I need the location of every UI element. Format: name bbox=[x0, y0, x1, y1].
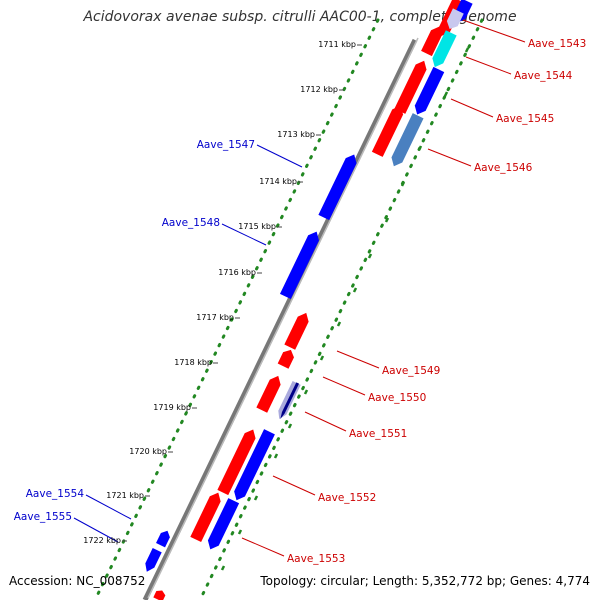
gene-arrow bbox=[318, 154, 357, 221]
gene-callout-lines bbox=[73, 19, 526, 557]
gc-tick bbox=[352, 287, 358, 293]
gene-label-aave-1545: Aave_1545 bbox=[496, 113, 554, 125]
gene-label-aave-1552: Aave_1552 bbox=[318, 492, 376, 504]
gene-arrow bbox=[394, 60, 427, 114]
gene-label-aave-1550: Aave_1550 bbox=[368, 392, 426, 404]
kbp-scale: 1711 kbp 1712 kbp 1713 kbp 1714 kbp 1715 kbp… bbox=[83, 40, 362, 545]
gene-labels: Aave_1543 Aave_1544 Aave_1545 Aave_1546 Aave… bbox=[14, 38, 587, 565]
gene-arrow bbox=[256, 375, 281, 413]
kbp-label: 1722 kbp bbox=[83, 536, 121, 545]
map-title: Acidovorax avenae subsp. citrulli AAC00-… bbox=[83, 9, 517, 25]
gc-tick bbox=[273, 453, 279, 459]
gene-arrow bbox=[446, 8, 464, 30]
gene-arrow bbox=[280, 382, 300, 420]
callout-line bbox=[462, 19, 526, 43]
gc-tick bbox=[443, 91, 449, 97]
gene-arrow bbox=[207, 498, 240, 550]
gene-arrow bbox=[277, 349, 294, 369]
callout-line bbox=[427, 148, 472, 167]
inner-dotted-track bbox=[198, 18, 484, 600]
gc-tick bbox=[417, 145, 423, 151]
gene-label-aave-1548: Aave_1548 bbox=[162, 217, 220, 229]
kbp-label: 1714 kbp bbox=[259, 177, 297, 186]
gene-arrow bbox=[156, 530, 170, 548]
callout-line bbox=[465, 56, 512, 75]
kbp-label: 1719 kbp bbox=[153, 403, 191, 412]
gene-label-aave-1551: Aave_1551 bbox=[349, 428, 407, 440]
gc-skew-dotted-tracks bbox=[93, 18, 484, 600]
gene-label-aave-1543: Aave_1543 bbox=[528, 38, 586, 50]
gc-tick bbox=[464, 47, 470, 53]
gc-tick bbox=[336, 321, 342, 327]
gc-tick bbox=[400, 181, 406, 187]
gc-tick bbox=[287, 423, 293, 429]
callout-line bbox=[221, 223, 267, 246]
gene-arrow bbox=[279, 231, 319, 300]
kbp-label: 1712 kbp bbox=[300, 85, 338, 94]
gene-arrow bbox=[153, 590, 166, 600]
callout-line bbox=[336, 350, 380, 369]
callout-line bbox=[450, 98, 494, 118]
gene-arrow bbox=[414, 66, 445, 115]
kbp-label: 1718 kbp bbox=[174, 358, 212, 367]
gene-arrow bbox=[217, 429, 256, 496]
kbp-label: 1713 kbp bbox=[277, 130, 315, 139]
gc-content-ticks bbox=[220, 47, 470, 571]
callout-line bbox=[322, 376, 366, 396]
gene-arrow bbox=[145, 548, 162, 572]
kbp-label: 1720 kbp bbox=[129, 447, 167, 456]
gc-tick bbox=[319, 355, 325, 361]
genome-backbone bbox=[142, 37, 419, 600]
callout-line bbox=[304, 411, 347, 432]
kbp-label: 1717 kbp bbox=[196, 313, 234, 322]
kbp-label: 1716 kbp bbox=[218, 268, 256, 277]
gene-arrow bbox=[190, 492, 221, 543]
accession-label: Accession: NC_008752 bbox=[9, 574, 146, 588]
gene-label-aave-1547: Aave_1547 bbox=[197, 139, 255, 151]
kbp-label: 1715 kbp bbox=[238, 222, 276, 231]
gc-tick bbox=[253, 495, 259, 501]
gc-tick bbox=[384, 217, 390, 223]
callout-line bbox=[85, 494, 132, 520]
gene-label-aave-1544: Aave_1544 bbox=[514, 70, 573, 82]
gc-tick bbox=[220, 565, 226, 571]
callout-line bbox=[73, 517, 119, 543]
outer-dotted-track bbox=[93, 18, 380, 600]
callout-line bbox=[256, 144, 303, 168]
callout-line bbox=[272, 475, 316, 496]
gene-label-aave-1549: Aave_1549 bbox=[382, 365, 440, 377]
gene-label-aave-1554: Aave_1554 bbox=[26, 488, 85, 500]
gene-arrow bbox=[432, 30, 457, 68]
gene-arrow bbox=[284, 312, 309, 350]
gc-tick bbox=[237, 529, 243, 535]
kbp-label: 1721 kbp bbox=[106, 491, 144, 500]
gc-tick bbox=[367, 253, 373, 259]
gene-arrow bbox=[391, 113, 424, 167]
gene-arrow bbox=[234, 429, 275, 501]
gene-label-aave-1553: Aave_1553 bbox=[287, 553, 345, 565]
gene-arrow bbox=[421, 26, 442, 57]
gc-tick bbox=[303, 389, 309, 395]
kbp-label: 1711 kbp bbox=[318, 40, 356, 49]
gene-label-aave-1555: Aave_1555 bbox=[14, 511, 72, 523]
gene-arrow bbox=[371, 105, 404, 157]
gene-label-aave-1546: Aave_1546 bbox=[474, 162, 533, 174]
callout-line bbox=[241, 537, 285, 557]
gene-features bbox=[145, 0, 473, 600]
genome-summary-label: Topology: circular; Length: 5,352,772 bp… bbox=[260, 574, 590, 588]
